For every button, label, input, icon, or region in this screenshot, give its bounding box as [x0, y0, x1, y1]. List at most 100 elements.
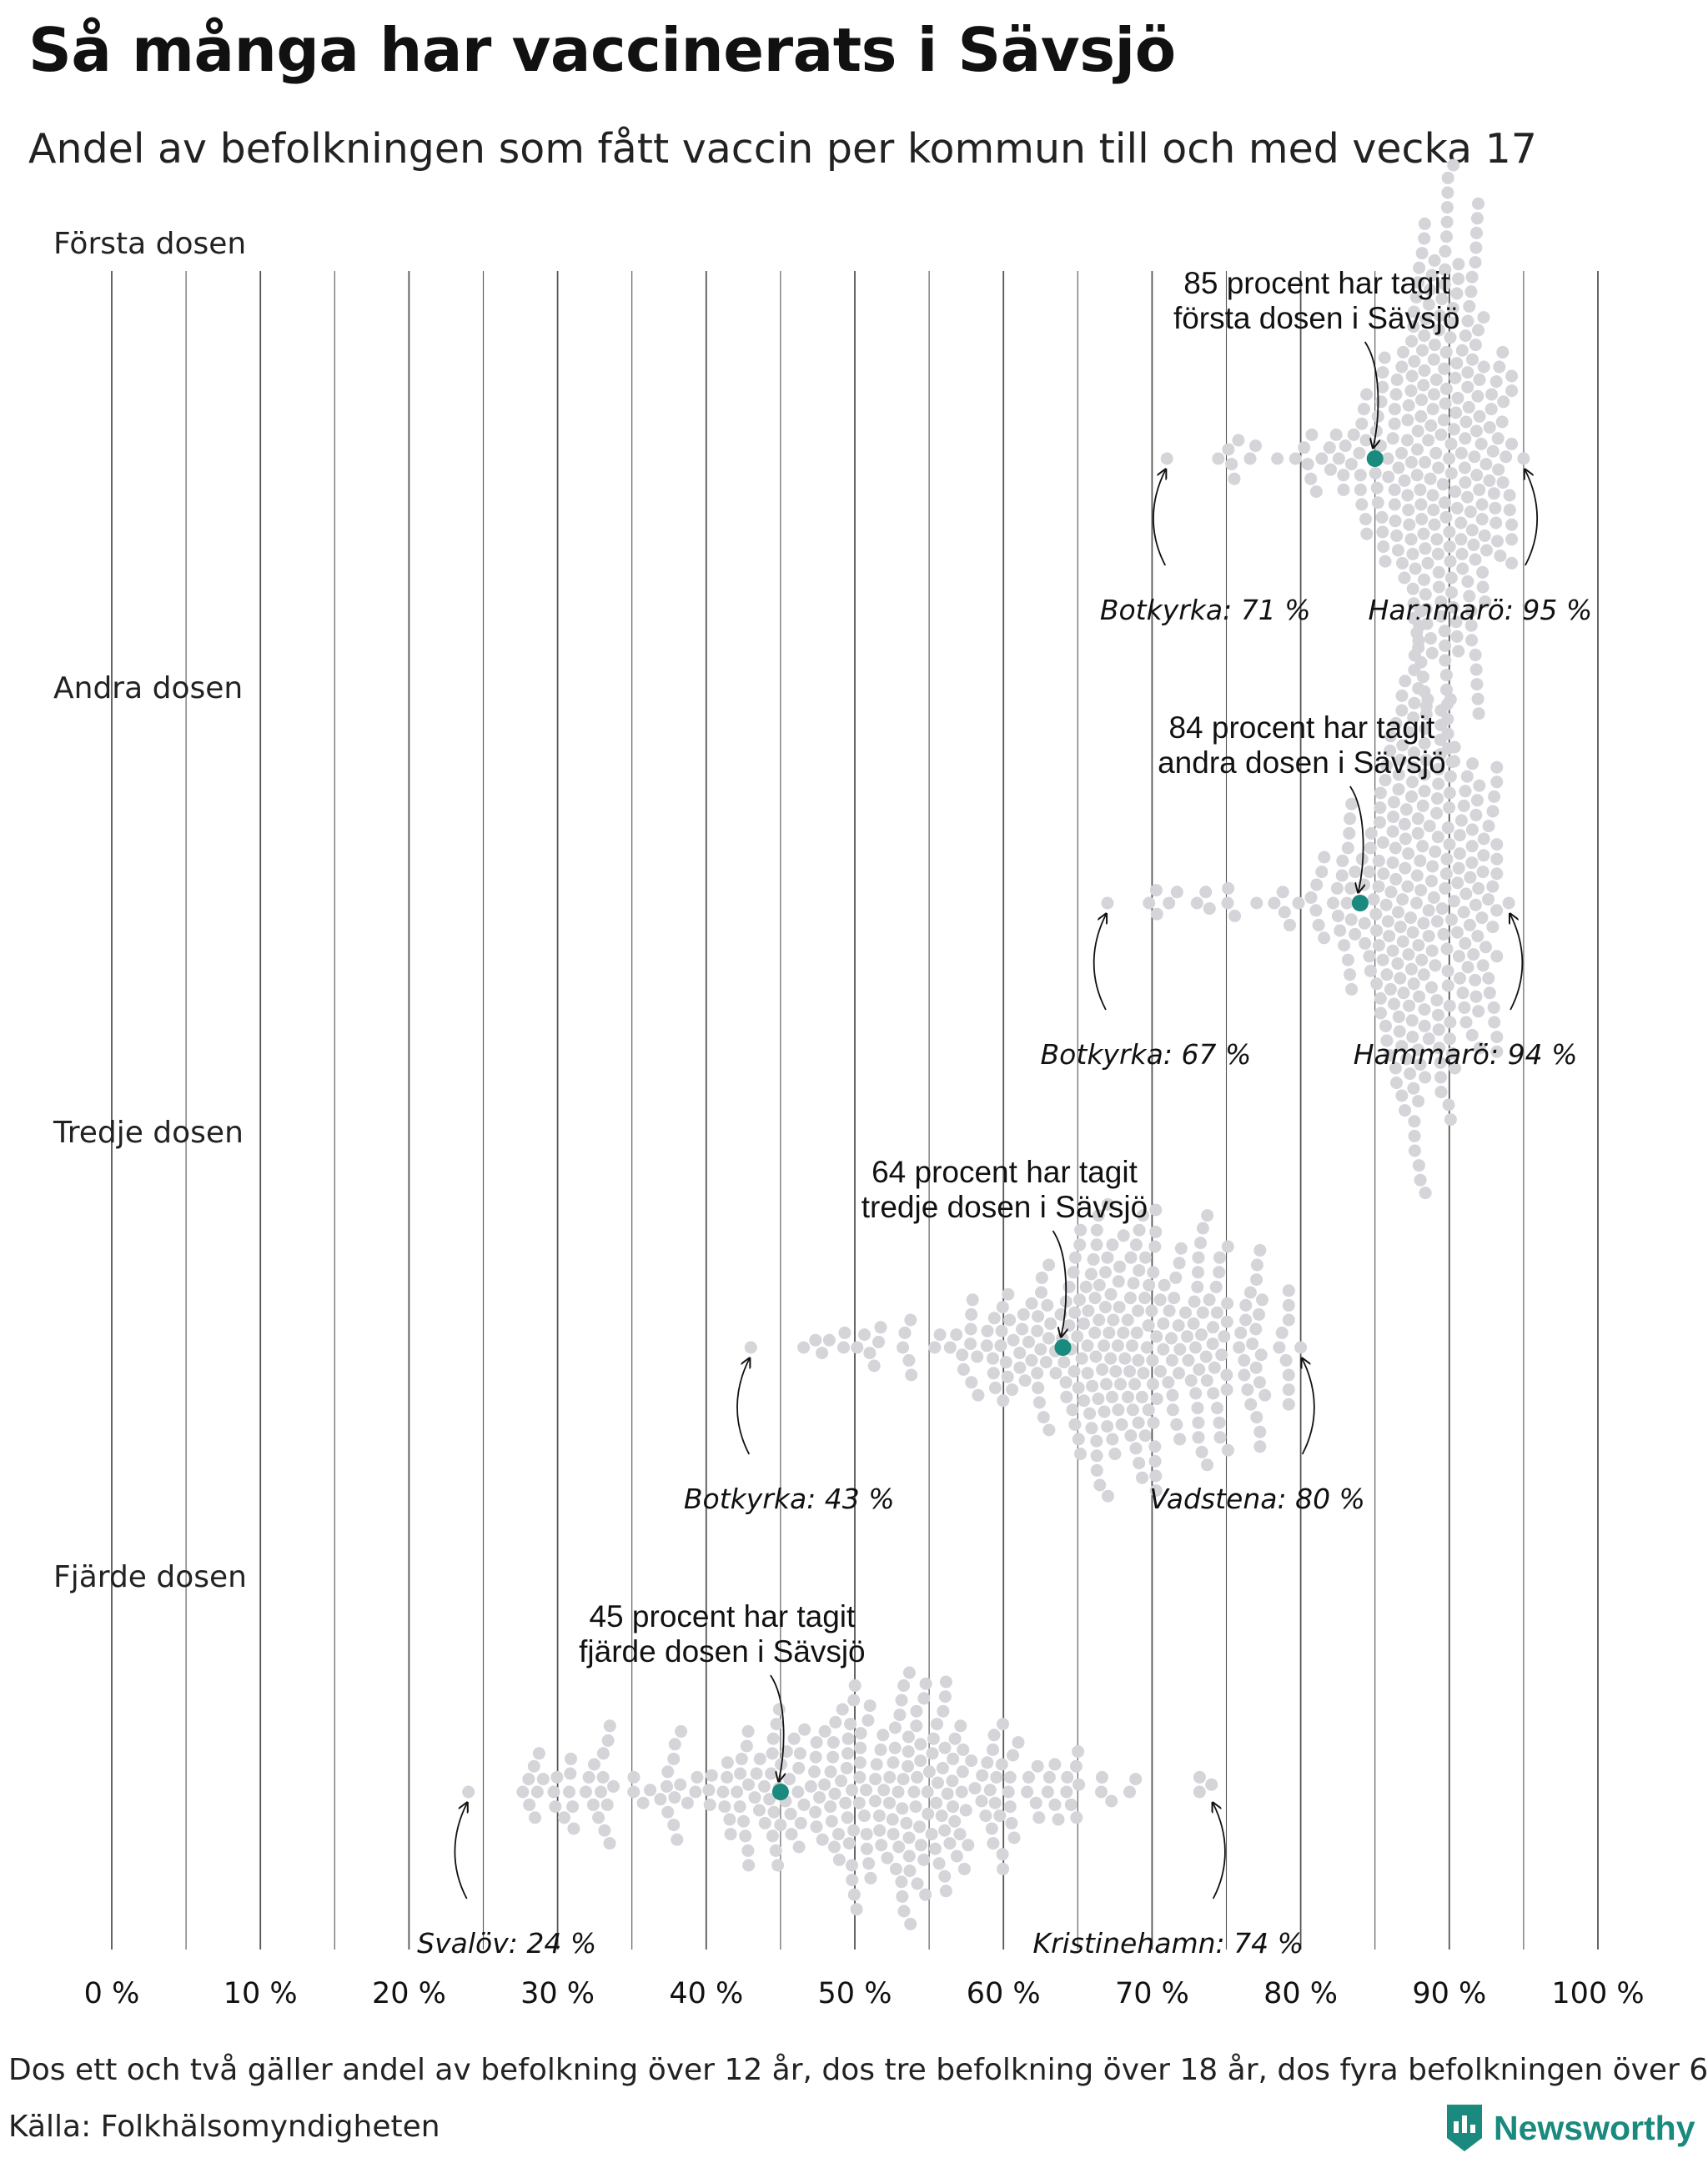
municipality-dot: [1162, 1376, 1175, 1389]
municipality-dot: [1360, 388, 1374, 401]
municipality-dot: [1132, 1304, 1145, 1317]
municipality-dot: [1239, 1298, 1253, 1312]
municipality-dot: [1386, 432, 1399, 445]
municipality-dot: [851, 1341, 864, 1354]
municipality-dot: [565, 1752, 577, 1765]
municipality-dot: [895, 1694, 908, 1707]
municipality-dot: [1418, 364, 1431, 377]
municipality-dot: [1327, 896, 1339, 910]
municipality-dot: [1395, 704, 1409, 717]
municipality-dot: [1398, 571, 1411, 585]
municipality-dot: [1007, 1831, 1021, 1844]
municipality-dot: [1494, 550, 1507, 563]
municipality-dot: [1479, 458, 1493, 471]
municipality-dot: [809, 1805, 822, 1819]
municipality-dot: [1443, 786, 1456, 800]
municipality-dot: [1117, 1229, 1130, 1242]
municipality-dot: [987, 1367, 1000, 1380]
municipality-dot: [1221, 1240, 1234, 1253]
municipality-dot: [1193, 1770, 1206, 1784]
municipality-dot: [965, 1307, 978, 1321]
municipality-dot: [1458, 461, 1471, 474]
municipality-dot: [1418, 217, 1431, 230]
municipality-dot: [1441, 979, 1454, 992]
municipality-dot: [841, 1732, 855, 1745]
municipality-dot: [1173, 1367, 1185, 1380]
municipality-dot: [1003, 1770, 1017, 1784]
x-tick-label: 0 %: [84, 1977, 140, 2010]
municipality-dot: [1090, 1434, 1103, 1448]
municipality-dot: [1446, 302, 1459, 315]
municipality-dot: [1241, 1383, 1254, 1397]
municipality-dot: [1490, 775, 1504, 789]
municipality-dot: [1061, 1770, 1074, 1784]
municipality-dot: [943, 1837, 957, 1850]
municipality-dot: [1022, 1335, 1035, 1348]
municipality-dot: [1364, 841, 1377, 855]
municipality-dot: [1042, 1332, 1055, 1345]
municipality-dot: [971, 1350, 984, 1363]
municipality-dot: [1041, 1785, 1054, 1799]
municipality-dot: [1465, 856, 1479, 870]
municipality-dot: [840, 1761, 853, 1774]
municipality-dot: [1469, 339, 1482, 352]
municipality-dot: [1115, 1418, 1128, 1431]
municipality-dot: [1459, 432, 1472, 445]
newsworthy-logo[interactable]: Newsworthy: [1447, 2103, 1695, 2153]
municipality-dot: [1145, 1304, 1158, 1317]
municipality-dot: [1406, 760, 1419, 774]
municipality-dot: [1157, 1317, 1170, 1330]
municipality-dot: [1191, 1280, 1204, 1293]
municipality-dot: [1179, 1306, 1192, 1319]
municipality-dot: [791, 1785, 805, 1799]
municipality-dot: [860, 1842, 873, 1855]
municipality-dot: [1497, 395, 1510, 409]
municipality-dot: [1430, 533, 1444, 546]
municipality-dot: [1458, 1001, 1471, 1014]
municipality-dot: [1412, 1159, 1425, 1172]
municipality-dot: [1471, 930, 1484, 943]
municipality-dot: [1472, 324, 1484, 337]
municipality-dot: [1432, 324, 1445, 337]
municipality-dot: [1112, 1403, 1125, 1417]
municipality-dot: [904, 1313, 917, 1327]
municipality-dot: [1402, 847, 1415, 861]
municipality-dot: [1238, 1353, 1251, 1367]
municipality-dot: [1459, 329, 1472, 343]
municipality-dot: [784, 1807, 797, 1820]
municipality-dot: [1002, 1287, 1015, 1301]
annotation-text: andra dosen i Sävsjö: [1158, 745, 1446, 780]
municipality-dot: [1451, 876, 1464, 890]
municipality-dot: [1042, 1770, 1056, 1784]
municipality-dot: [1098, 1301, 1112, 1314]
municipality-dot: [875, 1839, 888, 1852]
municipality-dot: [1452, 950, 1465, 963]
x-tick-label: 100 %: [1551, 1977, 1644, 2010]
max-arrow: [1525, 470, 1539, 566]
municipality-dot: [1363, 866, 1376, 879]
municipality-dot: [1201, 1209, 1214, 1222]
municipality-dot: [1450, 501, 1464, 514]
municipality-dot: [1489, 516, 1503, 529]
municipality-dot: [1404, 962, 1418, 976]
municipality-dot: [718, 1800, 731, 1814]
municipality-dot: [1463, 590, 1476, 603]
municipality-dot: [881, 1851, 894, 1864]
municipality-dot: [595, 1785, 607, 1799]
municipality-dot: [883, 1796, 896, 1809]
municipality-dot: [1441, 186, 1454, 199]
municipality-dot: [846, 1784, 858, 1797]
x-axis-ticks: 0 % 10 % 20 % 30 % 40 % 50 % 60 % 70 % 80 % 90 % 1…: [84, 1977, 1645, 2010]
municipality-dot: [1143, 1278, 1156, 1292]
municipality-dot: [1490, 838, 1504, 851]
municipality-dot: [1444, 331, 1457, 344]
municipality-dot: [1428, 253, 1441, 267]
min-arrow: [1093, 915, 1106, 1011]
municipality-dot: [1490, 852, 1504, 866]
municipality-dot: [1434, 704, 1448, 717]
municipality-dot: [1472, 197, 1484, 210]
municipality-dot: [1190, 896, 1203, 910]
municipality-dot: [1196, 1306, 1209, 1319]
municipality-dot: [847, 1824, 860, 1837]
municipality-dot: [1093, 1313, 1106, 1327]
